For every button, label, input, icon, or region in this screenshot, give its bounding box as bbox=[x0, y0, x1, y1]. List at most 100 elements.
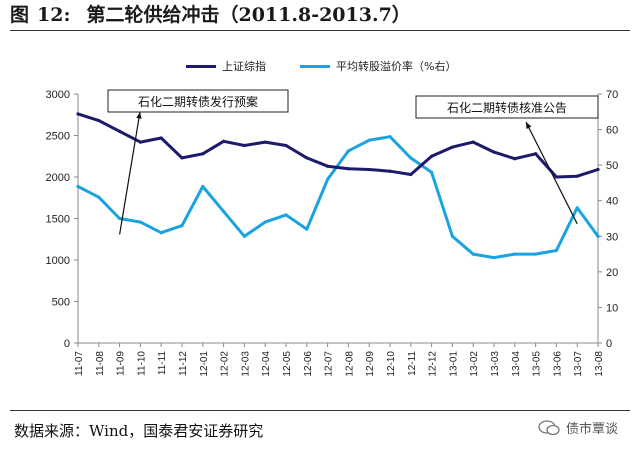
figure-number: 12: bbox=[37, 4, 71, 26]
series-1-point-16 bbox=[409, 172, 413, 177]
watermark-text: 债市覃谈 bbox=[565, 422, 618, 437]
y-right-tick-label-5: 50 bbox=[606, 160, 618, 172]
y-right-tick-label-4: 40 bbox=[606, 196, 618, 208]
series-1-point-18 bbox=[450, 145, 454, 149]
series-2-point-19 bbox=[471, 252, 475, 256]
x-tick-label-1: 11-08 bbox=[95, 351, 106, 376]
series-1-point-6 bbox=[201, 152, 205, 156]
figure-number-label: 图 bbox=[10, 4, 30, 26]
series-1-point-25 bbox=[596, 167, 600, 172]
x-tick-label-7: 12-02 bbox=[220, 351, 231, 377]
y-left-tick-label-2: 1000 bbox=[46, 255, 70, 267]
series-1-point-9 bbox=[263, 140, 267, 144]
series-2-point-24 bbox=[575, 206, 579, 210]
x-tick-label-3: 11-10 bbox=[136, 351, 147, 376]
x-tick-label-0: 11-07 bbox=[74, 351, 85, 376]
series-2-point-3 bbox=[138, 220, 142, 224]
series-2-point-14 bbox=[367, 138, 371, 142]
series-2-point-13 bbox=[346, 149, 350, 153]
legend-swatch-series-2 bbox=[300, 64, 330, 68]
series-2-point-0 bbox=[76, 184, 80, 189]
series-2-point-20 bbox=[492, 256, 496, 260]
annotation-arrowhead-1 bbox=[136, 112, 142, 119]
y-right-tick-label-7: 70 bbox=[606, 89, 618, 101]
x-tick-label-14: 12-09 bbox=[365, 351, 376, 377]
series-1-point-8 bbox=[242, 143, 246, 148]
y-right-tick-label-1: 10 bbox=[606, 302, 618, 314]
series-2-point-16 bbox=[409, 156, 413, 160]
series-2-point-15 bbox=[388, 135, 392, 139]
series-line-1 bbox=[76, 112, 600, 179]
series-2-point-5 bbox=[180, 224, 184, 228]
series-1-point-24 bbox=[575, 174, 579, 178]
x-tick-label-9: 12-04 bbox=[261, 351, 272, 377]
series-1-point-20 bbox=[492, 150, 496, 154]
legend-label-series-2: 平均转股溢价率（%右） bbox=[336, 60, 457, 73]
annotation-arrow-2 bbox=[525, 121, 578, 225]
series-2-point-12 bbox=[326, 177, 330, 181]
series-1-point-15 bbox=[388, 169, 392, 173]
series-2-point-4 bbox=[159, 231, 163, 235]
annotation-label-1: 石化二期转债发行预案 bbox=[138, 94, 258, 109]
x-tick-label-6: 12-01 bbox=[199, 351, 210, 377]
series-2-point-25 bbox=[596, 234, 600, 238]
x-tick-label-23: 13-06 bbox=[552, 351, 563, 377]
series-1-point-14 bbox=[367, 167, 371, 172]
x-tick-label-12: 12-07 bbox=[324, 351, 335, 377]
series-1-point-23 bbox=[554, 175, 559, 179]
annotation-box-1 bbox=[107, 89, 289, 113]
series-1-point-1 bbox=[97, 118, 101, 123]
y-left-tick-label-6: 3000 bbox=[46, 89, 70, 101]
y-right-tick-label-2: 20 bbox=[606, 267, 618, 279]
annotation-arrow-1 bbox=[119, 111, 141, 235]
x-tick-label-10: 12-05 bbox=[282, 351, 293, 377]
x-tick-label-19: 13-02 bbox=[469, 351, 480, 377]
series-2-point-21 bbox=[513, 252, 517, 256]
series-1-point-13 bbox=[346, 167, 350, 171]
series-2-point-8 bbox=[242, 234, 246, 238]
series-2-point-23 bbox=[554, 248, 559, 253]
series-1-point-2 bbox=[118, 129, 122, 133]
x-tick-label-20: 13-03 bbox=[490, 351, 501, 377]
series-2-point-6 bbox=[201, 184, 205, 189]
figure-title-text: 第二轮供给冲击（2011.8-2013.7） bbox=[86, 4, 411, 26]
x-tick-label-11: 12-06 bbox=[303, 351, 314, 377]
series-line-2 bbox=[76, 135, 600, 260]
series-2-point-2 bbox=[118, 216, 122, 221]
series-1-point-19 bbox=[471, 140, 475, 144]
x-tick-label-18: 13-01 bbox=[448, 351, 459, 377]
series-2-point-11 bbox=[305, 227, 309, 231]
legend-item-series-1: 上证综指 bbox=[186, 58, 266, 74]
y-left-tick-label-1: 500 bbox=[52, 297, 70, 309]
x-tick-label-15: 12-10 bbox=[386, 351, 397, 377]
series-1-point-10 bbox=[284, 143, 288, 148]
legend-swatch-series-1 bbox=[186, 64, 216, 68]
legend-item-series-2: 平均转股溢价率（%右） bbox=[300, 58, 456, 74]
title-divider bbox=[10, 30, 630, 31]
series-2-point-22 bbox=[534, 252, 538, 256]
annotation-box-2 bbox=[415, 95, 599, 119]
y-right-tick-label-6: 60 bbox=[606, 125, 618, 137]
chat-bubble-icon bbox=[538, 419, 560, 435]
x-tick-label-4: 11-11 bbox=[157, 351, 168, 376]
annotation-label-2: 石化二期转债核准公告 bbox=[447, 100, 567, 115]
y-right-tick-label-3: 30 bbox=[606, 231, 618, 243]
series-1-point-11 bbox=[305, 156, 309, 160]
series-2-point-10 bbox=[284, 213, 288, 217]
y-left-tick-label-4: 2000 bbox=[46, 172, 70, 184]
legend-label-series-1: 上证综指 bbox=[222, 60, 266, 73]
series-1-point-3 bbox=[138, 140, 142, 144]
series-1-point-0 bbox=[76, 112, 80, 116]
series-1-point-5 bbox=[180, 156, 184, 160]
x-tick-label-13: 12-08 bbox=[344, 351, 355, 377]
x-tick-label-2: 11-09 bbox=[116, 351, 127, 376]
source-divider bbox=[10, 410, 630, 411]
series-1-point-12 bbox=[326, 164, 330, 168]
y-left-tick-label-0: 0 bbox=[64, 338, 70, 350]
x-tick-label-25: 13-08 bbox=[594, 351, 605, 377]
series-2-point-18 bbox=[450, 234, 454, 238]
y-left-tick-label-5: 2500 bbox=[46, 131, 70, 143]
series-1-point-7 bbox=[222, 139, 226, 143]
series-1-point-17 bbox=[430, 154, 434, 158]
y-left-tick-label-3: 1500 bbox=[46, 214, 70, 226]
